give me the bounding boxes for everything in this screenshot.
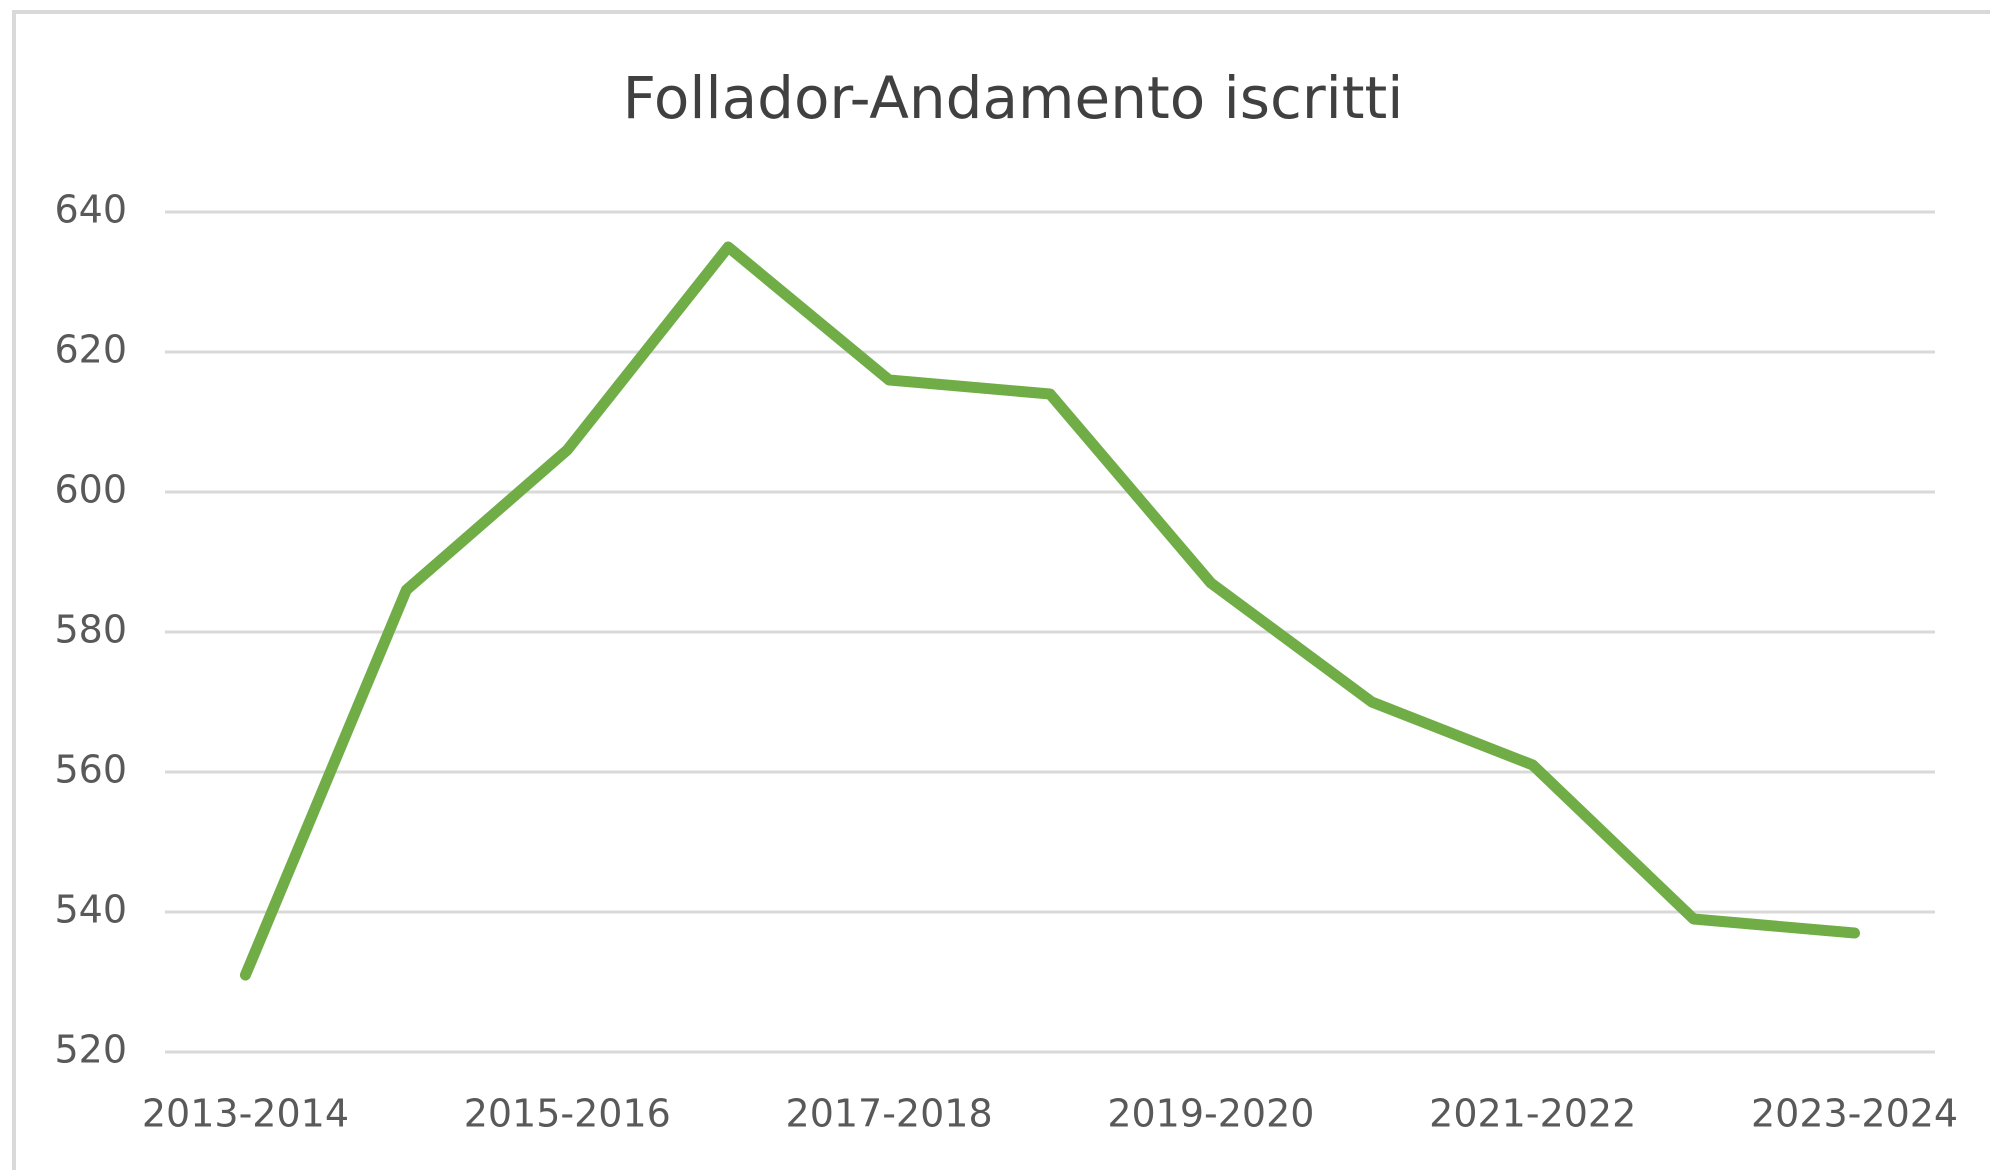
y-tick-label: 640 [54,188,127,232]
y-tick-label: 600 [54,468,127,512]
x-tick-label: 2015-2016 [464,1092,671,1136]
y-tick-label: 540 [54,888,127,932]
x-tick-label: 2021-2022 [1429,1092,1636,1136]
x-tick-label: 2019-2020 [1107,1092,1314,1136]
x-tick-label: 2013-2014 [142,1092,349,1136]
chart-frame [12,10,1990,1174]
x-tick-label: 2023-2024 [1751,1092,1958,1136]
y-tick-label: 620 [54,328,127,372]
data-line [239,241,1861,981]
y-tick-label: 520 [54,1028,127,1072]
chart-title: Follador-Andamento iscritti [623,64,1404,132]
y-tick-label: 580 [54,608,127,652]
x-tick-label: 2017-2018 [786,1092,993,1136]
y-tick-label: 560 [54,748,127,792]
